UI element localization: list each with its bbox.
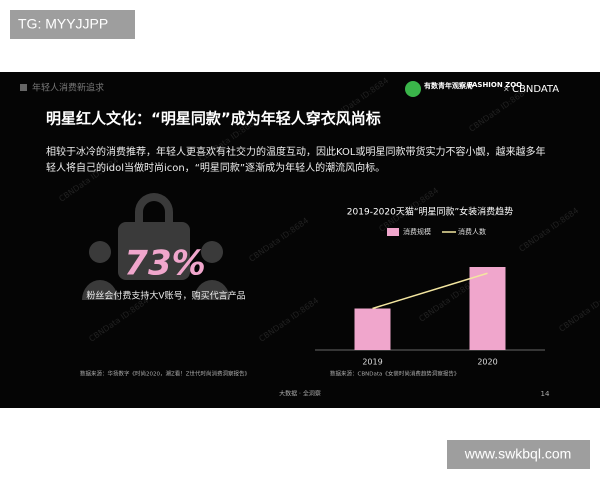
- section-icon: [20, 84, 27, 91]
- bar: [354, 308, 391, 350]
- tag: TG: MYYJJPP: [18, 16, 108, 32]
- paragraph-line: 相较于冰冷的消费推荐，年轻人更喜欢有社交力的温度互动，因此KOL或明星同款带货实…: [46, 145, 545, 158]
- logo: FASHION ZOO: [468, 81, 522, 89]
- legend-label: 消费规模: [403, 227, 431, 236]
- paragraph-line: 轻人将自己的idol当做时尚icon，“明星同款”逐渐成为年轻人的潮流风向标。: [46, 161, 385, 174]
- chart: 2019 2020 消费规模 消费人数: [315, 227, 545, 367]
- title: 明星红人文化：“明星同款”成为年轻人穿衣风尚标: [46, 110, 381, 128]
- logo: 有数青年观察局: [424, 81, 473, 90]
- chart-title: 2019-2020天猫“明星同款”女装消费趋势: [347, 206, 513, 218]
- site-box: [447, 440, 590, 469]
- footer: 大数据 · 全洞察: [279, 390, 321, 398]
- legend-swatch: [387, 228, 399, 236]
- source: 数据来源：华扬数字《时尚2020，潮Z看！Z世代时尚消费洞察报告》: [80, 370, 250, 378]
- fan-icon: [82, 193, 230, 300]
- logo-icon: [405, 81, 421, 97]
- legend-label: 消费人数: [458, 227, 486, 236]
- tag-box: [10, 10, 135, 39]
- section: 年轻人消费新追求: [32, 82, 104, 94]
- bar: [469, 267, 506, 350]
- stat-caption: 粉丝会付费支持大V账号，购买代言产品: [86, 290, 245, 302]
- line: [372, 272, 488, 310]
- page-number: 14: [541, 390, 550, 398]
- logo-sep: ×: [503, 85, 510, 94]
- stat: 73%: [124, 244, 205, 284]
- x-tick-label: 2019: [362, 358, 382, 367]
- site: www.swkbql.com: [464, 446, 572, 462]
- slide: [0, 72, 600, 408]
- x-tick-label: 2020: [477, 358, 497, 367]
- source: 数据来源：CBNData《女装时尚消费趋势洞察报告》: [330, 370, 459, 378]
- logo: CBNDATA: [512, 84, 559, 95]
